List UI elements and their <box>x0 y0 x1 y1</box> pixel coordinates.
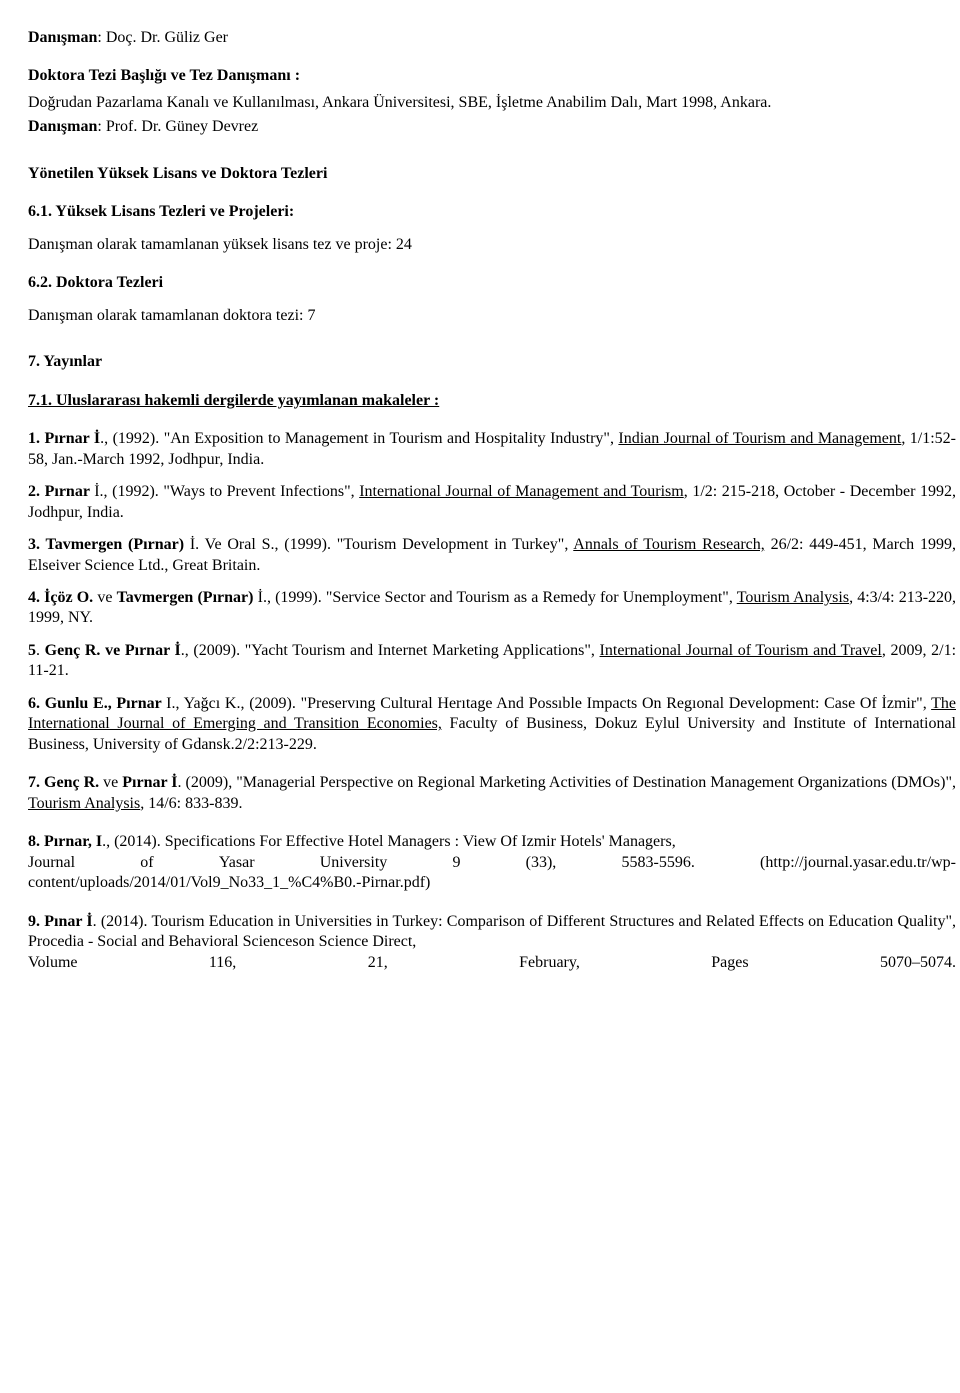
phd-advisor-line: Danışman: Prof. Dr. Güney Devrez <box>28 117 956 137</box>
pub-text: ., (2014). Specifications For Effective … <box>102 833 676 850</box>
pub-num: 2. <box>28 483 45 500</box>
publication-item-4: 4. İçöz O. ve Tavmergen (Pırnar) İ., (19… <box>28 588 956 629</box>
pub-journal: Annals of Tourism Research, <box>573 536 765 553</box>
advisor-name: Doç. Dr. Güliz Ger <box>106 29 228 46</box>
advisor-colon: : <box>97 29 105 46</box>
pub-text: İ. Ve Oral S., (1999). "Tourism Developm… <box>190 536 573 553</box>
pub-author-1: İçöz O. <box>44 589 93 606</box>
pub-journal: Indian Journal of Tourism and Management <box>618 430 901 447</box>
pub-num: 5 <box>28 642 36 659</box>
cell: Volume <box>28 953 77 973</box>
phd-advisor-colon: : <box>97 118 105 135</box>
pub-journal: Tourism Analysis <box>28 795 140 812</box>
pub-tail: , 14/6: 833-839. <box>140 795 242 812</box>
pub-text: . (2014). Tourism Education in Universit… <box>28 913 956 950</box>
pub-author-2: Tavmergen (Pırnar) <box>117 589 258 606</box>
phd-thesis-text: Doğrudan Pazarlama Kanalı ve Kullanılmas… <box>28 94 771 111</box>
publication-item-8: 8. Pırnar, I., (2014). Specifications Fo… <box>28 832 956 893</box>
section-6-1-heading: 6.1. Yüksek Lisans Tezleri ve Projeleri: <box>28 202 956 222</box>
publications-subheading: 7.1. Uluslararası hakemli dergilerde yay… <box>28 391 956 411</box>
publication-item-1: 1. Pırnar İ., (1992). "An Exposition to … <box>28 429 956 470</box>
section-6-2-heading: 6.2. Doktora Tezleri <box>28 273 956 293</box>
section-6-2-body: Danışman olarak tamamlanan doktora tezi:… <box>28 306 956 326</box>
cell: 21, <box>368 953 388 973</box>
publications-heading: 7. Yayınlar <box>28 352 956 372</box>
pub-text: ., (1992). "An Exposition to Management … <box>100 430 618 447</box>
phd-thesis-body: Doğrudan Pazarlama Kanalı ve Kullanılmas… <box>28 93 956 113</box>
pub-journal: International Journal of Management and … <box>359 483 684 500</box>
pub-mid: ve <box>93 589 116 606</box>
pub-8-justified-row: Journal of Yasar University 9 (33), 5583… <box>28 853 956 873</box>
cell: Yasar <box>219 853 255 873</box>
advisor-line: Danışman: Doç. Dr. Güliz Ger <box>28 28 956 48</box>
cell: (33), <box>526 853 557 873</box>
pub-num: 1. <box>28 430 44 447</box>
cell: Journal <box>28 853 75 873</box>
cell: of <box>140 853 153 873</box>
pub-author: Pırnar, I <box>44 833 102 850</box>
pub-text: . (2009), "Managerial Perspective on Reg… <box>178 774 956 791</box>
pub-text: ., (2009). "Yacht Tourism and Internet M… <box>181 642 600 659</box>
pub-journal: Tourism Analysis <box>737 589 849 606</box>
pub-8-tail-line: content/uploads/2014/01/Vol9_No33_1_%C4%… <box>28 873 956 893</box>
advisor-label: Danışman <box>28 29 97 46</box>
pub-author-1: Genç R. <box>44 774 103 791</box>
publication-item-5: 5. Genç R. ve Pırnar İ., (2009). "Yacht … <box>28 641 956 682</box>
pub-num: 9. <box>28 913 44 930</box>
pub-num: 7. <box>28 774 44 791</box>
pub-journal: International Journal of Tourism and Tra… <box>600 642 882 659</box>
publication-item-3: 3. Tavmergen (Pırnar) İ. Ve Oral S., (19… <box>28 535 956 576</box>
pub-author: Gunlu E., Pırnar <box>45 695 166 712</box>
pub-author: Pırnar <box>45 483 95 500</box>
supervised-theses-heading: Yönetilen Yüksek Lisans ve Doktora Tezle… <box>28 164 956 184</box>
pub-author: Pırnar İ <box>44 430 100 447</box>
cell: February, <box>519 953 580 973</box>
cell: 5583-5596. <box>621 853 694 873</box>
pub-text: I., Yağcı K., (2009). "Preservıng Cultur… <box>166 695 931 712</box>
pub-num: 4. <box>28 589 44 606</box>
phd-thesis-heading: Doktora Tezi Başlığı ve Tez Danışmanı : <box>28 66 956 86</box>
pub-text: İ., (1999). "Service Sector and Tourism … <box>258 589 737 606</box>
pub-mid: ve <box>103 774 122 791</box>
publication-item-6: 6. Gunlu E., Pırnar I., Yağcı K., (2009)… <box>28 694 956 755</box>
pub-author: Pınar İ <box>44 913 92 930</box>
pub-9-justified-row: Volume 116, 21, February, Pages 5070–507… <box>28 953 956 973</box>
pub-author-2: Pırnar İ <box>122 774 177 791</box>
phd-advisor-name: Prof. Dr. Güney Devrez <box>106 118 258 135</box>
pub-num: 6. <box>28 695 45 712</box>
pub-num: 8. <box>28 833 44 850</box>
pub-dot: . <box>36 642 45 659</box>
phd-advisor-label: Danışman <box>28 118 97 135</box>
publication-item-9: 9. Pınar İ. (2014). Tourism Education in… <box>28 912 956 973</box>
publication-item-7: 7. Genç R. ve Pırnar İ. (2009), "Manager… <box>28 773 956 814</box>
pub-author: Tavmergen (Pırnar) <box>46 536 190 553</box>
cell: 9 <box>452 853 460 873</box>
cell: University <box>320 853 388 873</box>
cell: 5070–5074. <box>880 953 956 973</box>
cell: Pages <box>711 953 748 973</box>
cell: (http://journal.yasar.edu.tr/wp- <box>760 853 956 873</box>
pub-num: 3. <box>28 536 46 553</box>
cell: 116, <box>209 953 236 973</box>
section-6-1-body: Danışman olarak tamamlanan yüksek lisans… <box>28 235 956 255</box>
pub-author: Genç R. ve Pırnar İ <box>45 642 181 659</box>
publication-item-2: 2. Pırnar İ., (1992). "Ways to Prevent I… <box>28 482 956 523</box>
pub-text: İ., (1992). "Ways to Prevent Infections"… <box>94 483 359 500</box>
